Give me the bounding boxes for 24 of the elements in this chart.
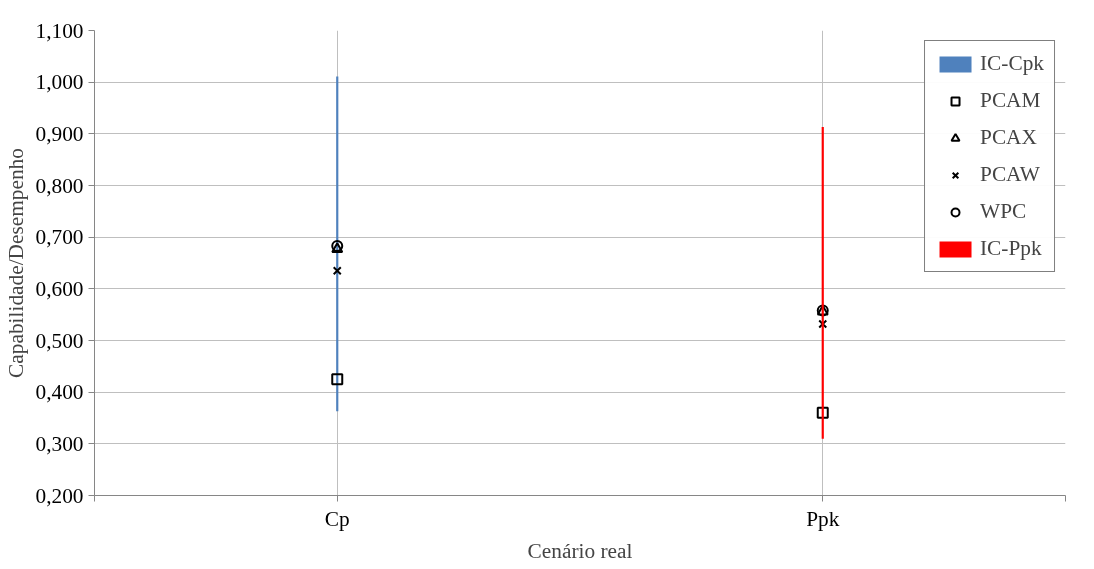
x-tick-label: Cp <box>324 506 350 531</box>
point <box>332 266 342 276</box>
legend-label: IC-Cpk <box>980 51 1044 76</box>
y-tick-label: 0,500 <box>35 328 84 353</box>
legend-label: IC-Ppk <box>980 236 1042 261</box>
y-tick-label: 1,000 <box>35 70 84 95</box>
y-tick-label: 0,700 <box>35 225 84 250</box>
x-axis-title: Cenário real <box>527 538 633 563</box>
x-tick-label: Ppk <box>806 506 840 531</box>
y-tick-label: 0,600 <box>35 276 84 301</box>
y-tick-label: 0,200 <box>35 483 84 508</box>
y-tick-label: 0,300 <box>35 431 84 456</box>
legend-label: PCAX <box>980 125 1037 150</box>
legend-label: PCAW <box>980 162 1040 187</box>
legend-label: WPC <box>980 199 1027 224</box>
point <box>816 406 829 419</box>
y-tick-label: 1,100 <box>35 18 84 43</box>
point <box>331 373 344 386</box>
y-tick-label: 0,400 <box>35 380 84 405</box>
point <box>818 319 828 329</box>
y-axis-title: Capabilidade/Desempenho <box>3 148 28 378</box>
y-tick-label: 0,800 <box>35 173 84 198</box>
y-tick-label: 0,900 <box>35 121 84 146</box>
legend-label: PCAM <box>980 88 1041 113</box>
